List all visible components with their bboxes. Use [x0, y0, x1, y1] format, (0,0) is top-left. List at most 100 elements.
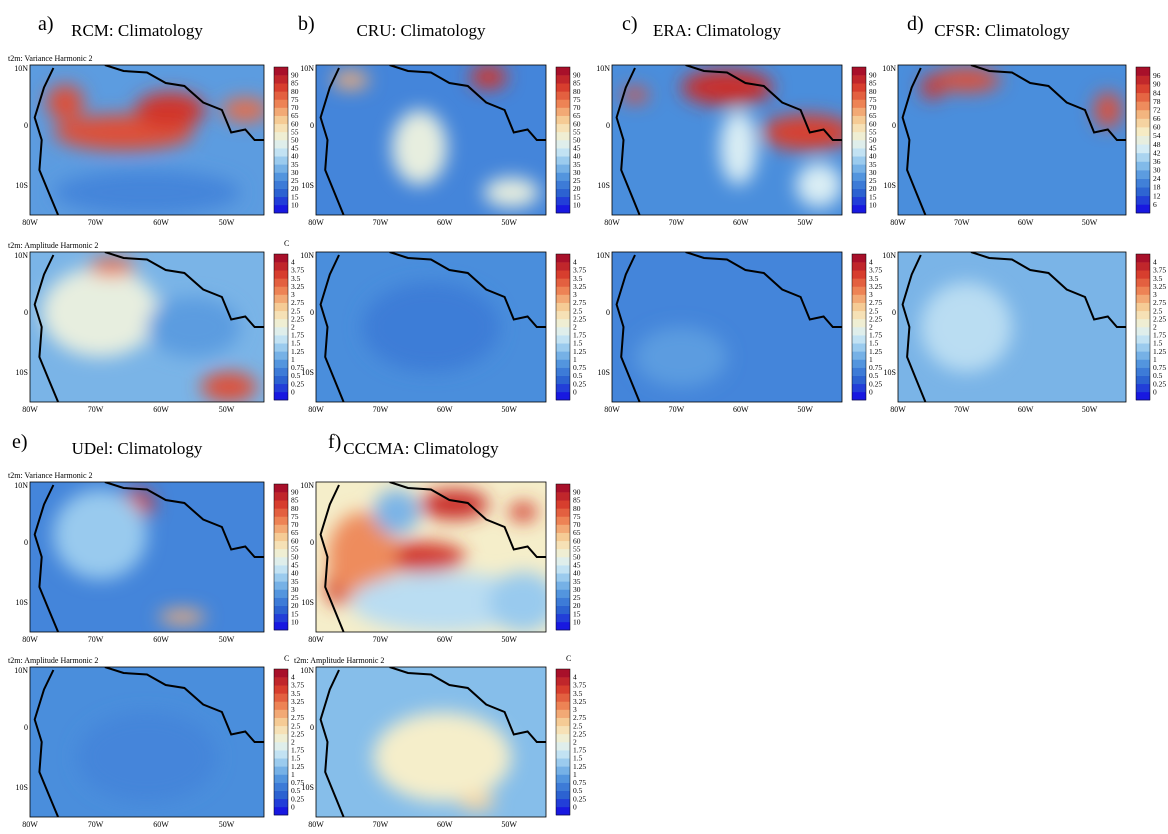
- colorbar-segment: [556, 75, 570, 84]
- colorbar-segment: [852, 67, 866, 76]
- colorbar-label: 70: [573, 103, 581, 112]
- colorbar-segment: [1136, 327, 1150, 336]
- map-frame: [315, 251, 547, 403]
- map-frame: [29, 64, 265, 216]
- colorbar-segment: [852, 294, 866, 303]
- colorbar-segment: [852, 343, 866, 352]
- panel-label: c): [622, 13, 638, 35]
- map-frame: [611, 251, 843, 403]
- colorbar-label: 1.5: [1153, 339, 1163, 348]
- colorbar-segment: [274, 508, 288, 517]
- lat-label: 10S: [16, 783, 28, 792]
- field: [898, 65, 1126, 215]
- colorbar-label: 85: [573, 496, 581, 505]
- lat-label: 0: [310, 308, 314, 317]
- lat-label: 0: [24, 723, 28, 732]
- colorbar-label: 2.75: [573, 713, 586, 722]
- lon-label: 80W: [22, 820, 38, 829]
- colorbar-frame: [273, 483, 289, 631]
- colorbar-frame: [273, 66, 289, 214]
- lon-label: 60W: [1018, 218, 1034, 227]
- map: t2m: Amplitude Harmonic 2 C 10N 0 10S 80W 70W 6…: [8, 239, 304, 414]
- colorbar-segment: [1136, 195, 1150, 205]
- lat-label: 10N: [596, 64, 610, 73]
- colorbar-label: 10: [573, 617, 581, 626]
- colorbar-label: 85: [573, 79, 581, 88]
- colorbar-label: 35: [573, 160, 581, 169]
- colorbar-segment: [556, 548, 570, 558]
- colorbar-label: 4: [573, 673, 577, 682]
- colorbar-label: 0.5: [1153, 371, 1163, 380]
- colorbar-segment: [556, 318, 570, 328]
- field-blob: [41, 267, 159, 357]
- field-blob: [373, 542, 466, 572]
- lon-label: 50W: [501, 405, 517, 414]
- colorbar-label: 1.5: [573, 339, 583, 348]
- colorbar-label: 2.75: [869, 298, 882, 307]
- colorbar-segment: [1136, 294, 1150, 303]
- colorbar-label: 15: [291, 192, 299, 201]
- colorbar-label: 36: [1153, 157, 1161, 166]
- colorbar-segment: [274, 204, 288, 214]
- field-blob: [53, 170, 241, 215]
- colorbar-segment: [274, 693, 288, 702]
- colorbar-label: 3.25: [1153, 282, 1166, 291]
- colorbar-segment: [852, 359, 866, 368]
- colorbar-segment: [274, 91, 288, 100]
- colorbar-label: 1: [291, 770, 295, 779]
- colorbar-label: 3.5: [573, 274, 583, 283]
- field-blobs: [920, 68, 1122, 128]
- colorbar-segment: [274, 343, 288, 352]
- colorbar-label: 1.5: [573, 754, 583, 763]
- colorbar-label: 90: [573, 71, 581, 80]
- colorbar-label: 66: [1153, 114, 1161, 123]
- field-blob: [327, 512, 397, 602]
- colorbar-segment: [852, 375, 866, 385]
- colorbar-label: 4: [573, 258, 577, 267]
- colorbar-label: 20: [291, 184, 299, 193]
- field: [898, 252, 1126, 402]
- colorbar-segment: [852, 262, 866, 271]
- coastline: [104, 667, 264, 743]
- colorbar-segment: [556, 278, 570, 287]
- colorbar-segment: [1136, 170, 1150, 179]
- colorbar-label: 0.25: [291, 379, 304, 388]
- colorbar-segment: [274, 758, 288, 767]
- colorbar-label: 2: [291, 738, 295, 747]
- map-frame: [29, 251, 265, 403]
- field-blob: [488, 572, 546, 632]
- panel-title: CCCMA: Climatology: [343, 439, 499, 458]
- colorbar-label: 78: [1153, 97, 1161, 106]
- lon-label: 80W: [604, 405, 620, 414]
- colorbar-label: 3.5: [291, 274, 301, 283]
- colorbar-label: 1: [573, 770, 577, 779]
- colorbar-label: 1.75: [291, 331, 304, 340]
- colorbar-label: 0.25: [573, 794, 586, 803]
- colorbar-segment: [556, 621, 570, 631]
- colorbar-label: 0.75: [573, 363, 586, 372]
- field-blob: [373, 712, 512, 802]
- colorbar-label: 55: [291, 127, 299, 136]
- colorbar-segment: [274, 148, 288, 157]
- colorbar-label: 2.75: [291, 713, 304, 722]
- field-blob: [621, 87, 649, 103]
- lat-label: 10N: [14, 481, 28, 490]
- colorbar-segment: [556, 717, 570, 727]
- colorbar-segment: [556, 725, 570, 735]
- lon-label: 80W: [22, 635, 38, 644]
- lon-label: 80W: [308, 218, 324, 227]
- colorbar-label: 3.75: [291, 266, 304, 275]
- colorbar-label: 60: [573, 536, 581, 545]
- colorbar-label: 65: [869, 111, 877, 120]
- unit-label: C: [284, 239, 289, 248]
- colorbar-segment: [556, 766, 570, 775]
- field-blob: [681, 69, 773, 106]
- colorbar-segment: [556, 302, 570, 312]
- colorbar-label: 0.75: [291, 778, 304, 787]
- colorbar-label: 40: [573, 152, 581, 161]
- field-blob: [362, 282, 500, 372]
- lon-label: 80W: [22, 218, 38, 227]
- field-blob: [932, 68, 1001, 92]
